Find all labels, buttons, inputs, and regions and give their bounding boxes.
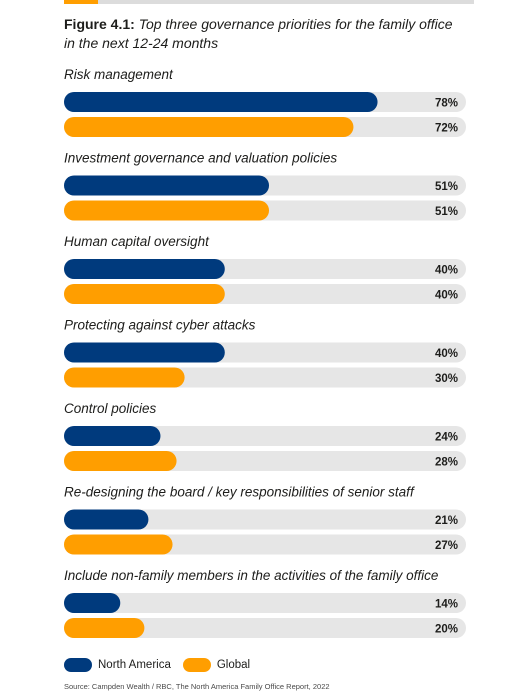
value-label: 27% [435,540,458,552]
bar-north-america [64,175,270,196]
bar-north-america [64,593,121,613]
bar-track [64,593,466,613]
category-label: Control policies [64,401,157,416]
bar-north-america [64,509,149,530]
legend-swatch-global [182,658,211,672]
value-label: 24% [435,432,458,444]
category-label: Include non-family members in the activi… [64,568,438,583]
bar-track [64,618,466,638]
bar-north-america [64,342,225,363]
value-label: 40% [435,265,458,277]
legend-item-global: Global [182,658,251,672]
figure-caption: Figure 4.1: Top three governance priorit… [64,15,464,53]
governance-priorities-chart: Risk management 78% 72% Investment governan… [64,67,466,638]
value-label: 30% [435,373,458,385]
category-label: Protecting against cyber attacks [64,318,256,333]
value-label: 28% [435,457,458,469]
category-label: Investment governance and valuation poli… [64,151,337,166]
legend-item-north-america: North America [64,658,171,672]
bar-track [64,426,466,446]
bar-global [64,534,173,555]
bar-north-america [64,259,225,279]
figure-caption-text: Top three governance priorities for the … [64,16,453,51]
value-label: 40% [435,348,458,360]
bar-global [64,367,185,388]
legend-swatch-north-america [64,658,92,672]
value-label: 20% [435,624,458,636]
category-label: Risk management [64,67,174,82]
legend-label-north-america: North America [98,659,171,671]
bar-north-america [64,426,161,446]
value-label: 21% [435,515,458,527]
legend-label-global: Global [216,659,251,671]
legend: North America Global [64,655,262,675]
bar-north-america [64,92,378,112]
value-label: 40% [435,290,458,302]
value-label: 14% [435,599,458,611]
bar-global [64,284,225,304]
bar-global [64,117,354,137]
value-label: 51% [435,206,458,218]
figure-label: Figure 4.1: [64,16,135,32]
category-label: Re-designing the board / key responsibil… [64,485,415,500]
value-label: 78% [435,98,458,110]
value-label: 51% [435,181,458,193]
bar-global [64,618,145,638]
source-note: Source: Campden Wealth / RBC, The North … [64,682,330,691]
bar-global [64,200,270,221]
bar-global [64,451,177,471]
value-label: 72% [435,123,458,135]
top-rule-accent [64,0,98,4]
bar-track [64,509,466,530]
top-rule [64,0,474,4]
category-label: Human capital oversight [64,234,210,249]
